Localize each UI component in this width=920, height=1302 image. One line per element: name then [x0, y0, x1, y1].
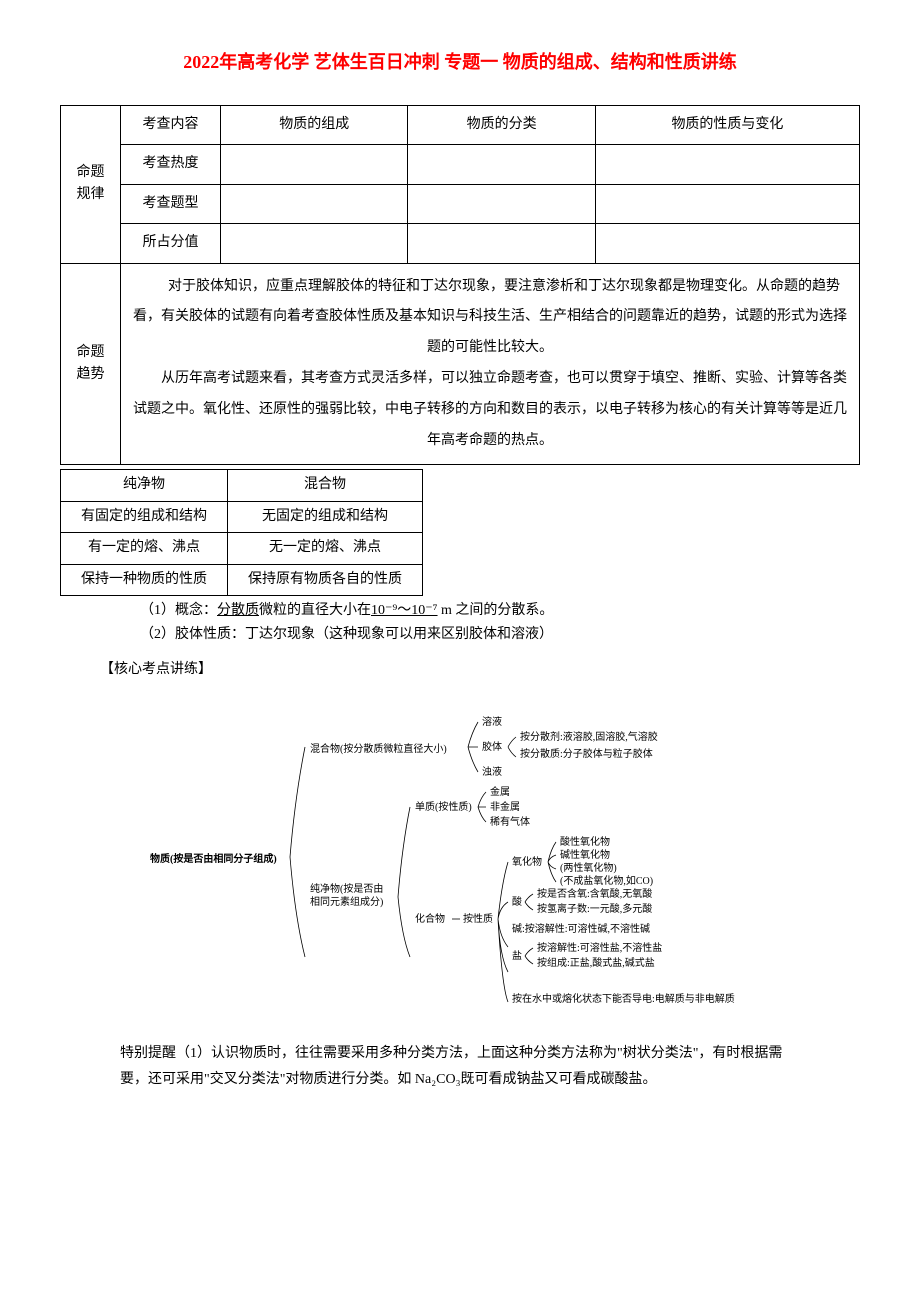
concept-point-1: （1）概念：分散质微粒的直径大小在10⁻⁹～10⁻⁷ m 之间的分散系。 [60, 600, 860, 622]
cell-r2c1: 有一定的熔、沸点 [61, 533, 228, 564]
diag-acid-1: 按是否含氧:含氧酸,无氧酸 [537, 887, 652, 900]
empty-cell [595, 184, 859, 223]
diag-solution: 溶液 [482, 715, 502, 728]
diag-salt-2: 按组成:正盐,酸式盐,碱式盐 [537, 956, 655, 969]
diag-metal: 金属 [490, 785, 510, 798]
underline-2: 10⁻⁹～10⁻⁷ [371, 603, 438, 618]
header-pure: 纯净物 [61, 470, 228, 501]
diagram-pure: 纯净物(按是否由 相同元素组成分) [310, 882, 386, 908]
trend-p2: 从历年高考试题来看，其考查方式灵活多样，可以独立命题考查，也可以贯穿于填空、推断… [131, 364, 849, 456]
cell-classification: 物质的分类 [408, 106, 595, 145]
empty-cell [408, 145, 595, 184]
pure-mixture-table: 纯净物 混合物 有固定的组成和结构 无固定的组成和结构 有一定的熔、沸点 无一定… [60, 469, 423, 596]
diag-acid: 酸 [512, 895, 522, 908]
row-header-2: 命题趋势 [61, 263, 121, 465]
cell-r3c1: 保持一种物质的性质 [61, 564, 228, 595]
diag-salt-1: 按溶解性:可溶性盐,不溶性盐 [537, 941, 662, 954]
cell-r3c2: 保持原有物质各自的性质 [228, 564, 423, 595]
diag-oxide-3: (两性氧化物) [560, 861, 617, 874]
diag-element: 单质(按性质) [415, 800, 472, 813]
empty-cell [221, 145, 408, 184]
classification-diagram: .dt { font-family: "SimSun", serif; font… [60, 697, 860, 1025]
cell-score: 所占分值 [121, 224, 221, 263]
diag-compound: 化合物 [415, 912, 445, 925]
diag-oxide-2: 碱性氧化物 [560, 848, 610, 861]
empty-cell [408, 224, 595, 263]
underline-1: 分散质 [217, 603, 259, 618]
document-title: 2022年高考化学 艺体生百日冲刺 专题一 物质的组成、结构和性质讲练 [60, 40, 860, 85]
diag-nonmetal: 非金属 [490, 800, 520, 813]
diagram-root: 物质(按是否由相同分子组成) [150, 852, 277, 865]
diag-colloid: 胶体 [482, 740, 502, 753]
diag-oxide-4: (不成盐氧化物,如CO) [560, 874, 653, 887]
diag-by-prop: 按性质 [463, 912, 493, 925]
cell-properties: 物质的性质与变化 [595, 106, 859, 145]
cell-r2c2: 无一定的熔、沸点 [228, 533, 423, 564]
diag-colloid-sub2: 按分散质:分子胶体与粒子胶体 [520, 747, 653, 760]
cell-r1c1: 有固定的组成和结构 [61, 501, 228, 532]
cell-heat: 考查热度 [121, 145, 221, 184]
trend-p1: 对于胶体知识，应重点理解胶体的特征和丁达尔现象，要注意渗析和丁达尔现象都是物理变… [131, 272, 849, 364]
diag-oxide-1: 酸性氧化物 [560, 835, 610, 848]
diag-noble: 稀有气体 [490, 815, 530, 828]
cell-r1c2: 无固定的组成和结构 [228, 501, 423, 532]
empty-cell [408, 184, 595, 223]
cell-type: 考查题型 [121, 184, 221, 223]
trend-content: 对于胶体知识，应重点理解胶体的特征和丁达尔现象，要注意渗析和丁达尔现象都是物理变… [121, 263, 860, 465]
diagram-mixture: 混合物(按分散质微粒直径大小) [310, 742, 447, 755]
empty-cell [221, 184, 408, 223]
diag-acid-2: 按氢离子数:一元酸,多元酸 [537, 902, 652, 915]
concept-point-2: （2）胶体性质：丁达尔现象（这种现象可以用来区别胶体和溶液） [60, 624, 860, 646]
empty-cell [221, 224, 408, 263]
special-reminder: 特别提醒（1）认识物质时，往往需要采用多种分类方法，上面这种分类方法称为"树状分… [120, 1041, 800, 1091]
diag-turbid: 浊液 [482, 765, 502, 778]
diag-oxide: 氧化物 [512, 855, 542, 868]
row-header-1: 命题规律 [61, 106, 121, 264]
cell-inspect-content: 考查内容 [121, 106, 221, 145]
core-section-header: 【核心考点讲练】 [100, 659, 860, 681]
exam-info-table: 命题规律 考查内容 物质的组成 物质的分类 物质的性质与变化 考查热度 考查题型… [60, 105, 860, 465]
diag-colloid-sub1: 按分散剂:液溶胶,固溶胶,气溶胶 [520, 730, 658, 743]
diag-electrolyte: 按在水中或熔化状态下能否导电:电解质与非电解质 [512, 992, 735, 1005]
cell-composition: 物质的组成 [221, 106, 408, 145]
empty-cell [595, 224, 859, 263]
header-mixture: 混合物 [228, 470, 423, 501]
empty-cell [595, 145, 859, 184]
diag-base: 碱:按溶解性:可溶性碱,不溶性碱 [512, 922, 650, 935]
diag-salt: 盐 [512, 949, 522, 962]
